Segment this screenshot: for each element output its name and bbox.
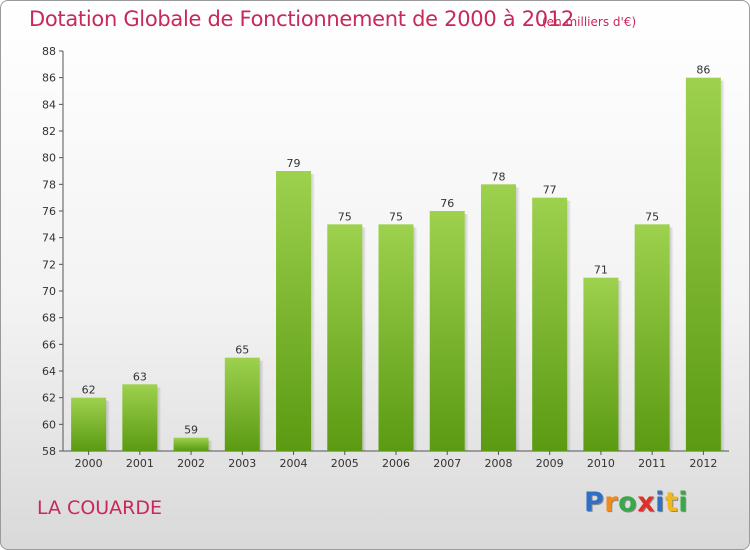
- bar-value-label: 76: [440, 197, 454, 210]
- x-tick-label: 2004: [280, 457, 308, 470]
- x-tick-label: 2002: [177, 457, 205, 470]
- bar: [276, 171, 312, 451]
- bar-value-label: 59: [184, 424, 198, 437]
- bar: [224, 357, 260, 451]
- bar-value-label: 75: [389, 210, 403, 223]
- y-tick-label: 68: [42, 312, 56, 325]
- x-tick-label: 2008: [484, 457, 512, 470]
- proxiti-logo: Proxiti: [584, 487, 688, 518]
- bar: [173, 437, 209, 451]
- bars: [71, 77, 725, 452]
- y-tick-label: 58: [42, 445, 56, 458]
- bar-value-label: 75: [338, 210, 352, 223]
- bar-value-label: 65: [235, 344, 249, 357]
- bar: [429, 211, 465, 451]
- y-tick-label: 84: [42, 98, 56, 111]
- x-tick-label: 2003: [228, 457, 256, 470]
- bar-shadow: [259, 360, 264, 451]
- x-tick-label: 2001: [126, 457, 154, 470]
- logo-letter: o: [618, 487, 638, 518]
- bar-shadow: [464, 214, 469, 451]
- y-tick-label: 78: [42, 178, 56, 191]
- bar: [480, 184, 516, 452]
- x-tick-label: 2012: [689, 457, 717, 470]
- bar-shadow: [567, 200, 572, 451]
- bar-shadow: [720, 80, 725, 452]
- y-tick-label: 74: [42, 232, 56, 245]
- y-tick-label: 80: [42, 152, 56, 165]
- axes: 58 60 62 64 66 68 70 72 74 76 78 80 82 84 86 88 2000 2001…: [42, 45, 729, 470]
- chart-subtitle: (en milliers d'€): [542, 15, 637, 29]
- y-tick-label: 72: [42, 258, 56, 271]
- x-tick-label: 2010: [587, 457, 615, 470]
- bar-shadow: [157, 387, 162, 451]
- bar-value-label: 78: [491, 170, 505, 183]
- value-labels: 62 63 59 65 79 75 75 76 78 77 71 75 86: [82, 64, 711, 437]
- logo-letter: x: [637, 487, 656, 518]
- x-tick-label: 2000: [75, 457, 103, 470]
- x-tick-label: 2007: [433, 457, 461, 470]
- bar: [685, 77, 721, 452]
- bar-value-label: 77: [543, 184, 557, 197]
- bar: [378, 224, 414, 451]
- y-tick-label: 66: [42, 338, 56, 351]
- bar-shadow: [362, 227, 367, 451]
- y-tick-label: 88: [42, 45, 56, 58]
- bar-value-label: 86: [696, 64, 710, 77]
- logo-letter: i: [655, 487, 665, 518]
- bar: [583, 277, 619, 451]
- logo-letter: r: [604, 487, 619, 518]
- y-tick-label: 76: [42, 205, 56, 218]
- bar-shadow: [311, 174, 316, 451]
- x-tick-label: 2005: [331, 457, 359, 470]
- bar-value-label: 71: [594, 264, 608, 277]
- bar-value-label: 63: [133, 370, 147, 383]
- bar-shadow: [413, 227, 418, 451]
- y-tick-label: 62: [42, 392, 56, 405]
- y-tick-label: 64: [42, 365, 56, 378]
- bar-value-label: 79: [287, 157, 301, 170]
- logo-letter: P: [584, 487, 605, 518]
- bar: [634, 224, 670, 451]
- bar-shadow: [618, 280, 623, 451]
- bar-shadow: [515, 187, 520, 452]
- bar-shadow: [208, 440, 213, 451]
- bar: [71, 397, 107, 451]
- bar-shadow: [106, 400, 111, 451]
- x-tick-label: 2006: [382, 457, 410, 470]
- bar-value-label: 62: [82, 384, 96, 397]
- logo-letter: t: [664, 487, 679, 518]
- commune-name: LA COUARDE: [37, 497, 163, 519]
- x-tick-label: 2009: [536, 457, 564, 470]
- y-tick-label: 70: [42, 285, 56, 298]
- bar: [532, 197, 568, 451]
- bar-shadow: [669, 227, 674, 451]
- bar-value-label: 75: [645, 210, 659, 223]
- x-tick-label: 2011: [638, 457, 666, 470]
- y-tick-label: 82: [42, 125, 56, 138]
- y-tick-label: 60: [42, 418, 56, 431]
- chart-title: Dotation Globale de Fonctionnement de 20…: [29, 7, 574, 31]
- bar: [327, 224, 363, 451]
- y-tick-label: 86: [42, 72, 56, 85]
- logo-letter: i: [678, 487, 689, 518]
- bar: [122, 384, 158, 451]
